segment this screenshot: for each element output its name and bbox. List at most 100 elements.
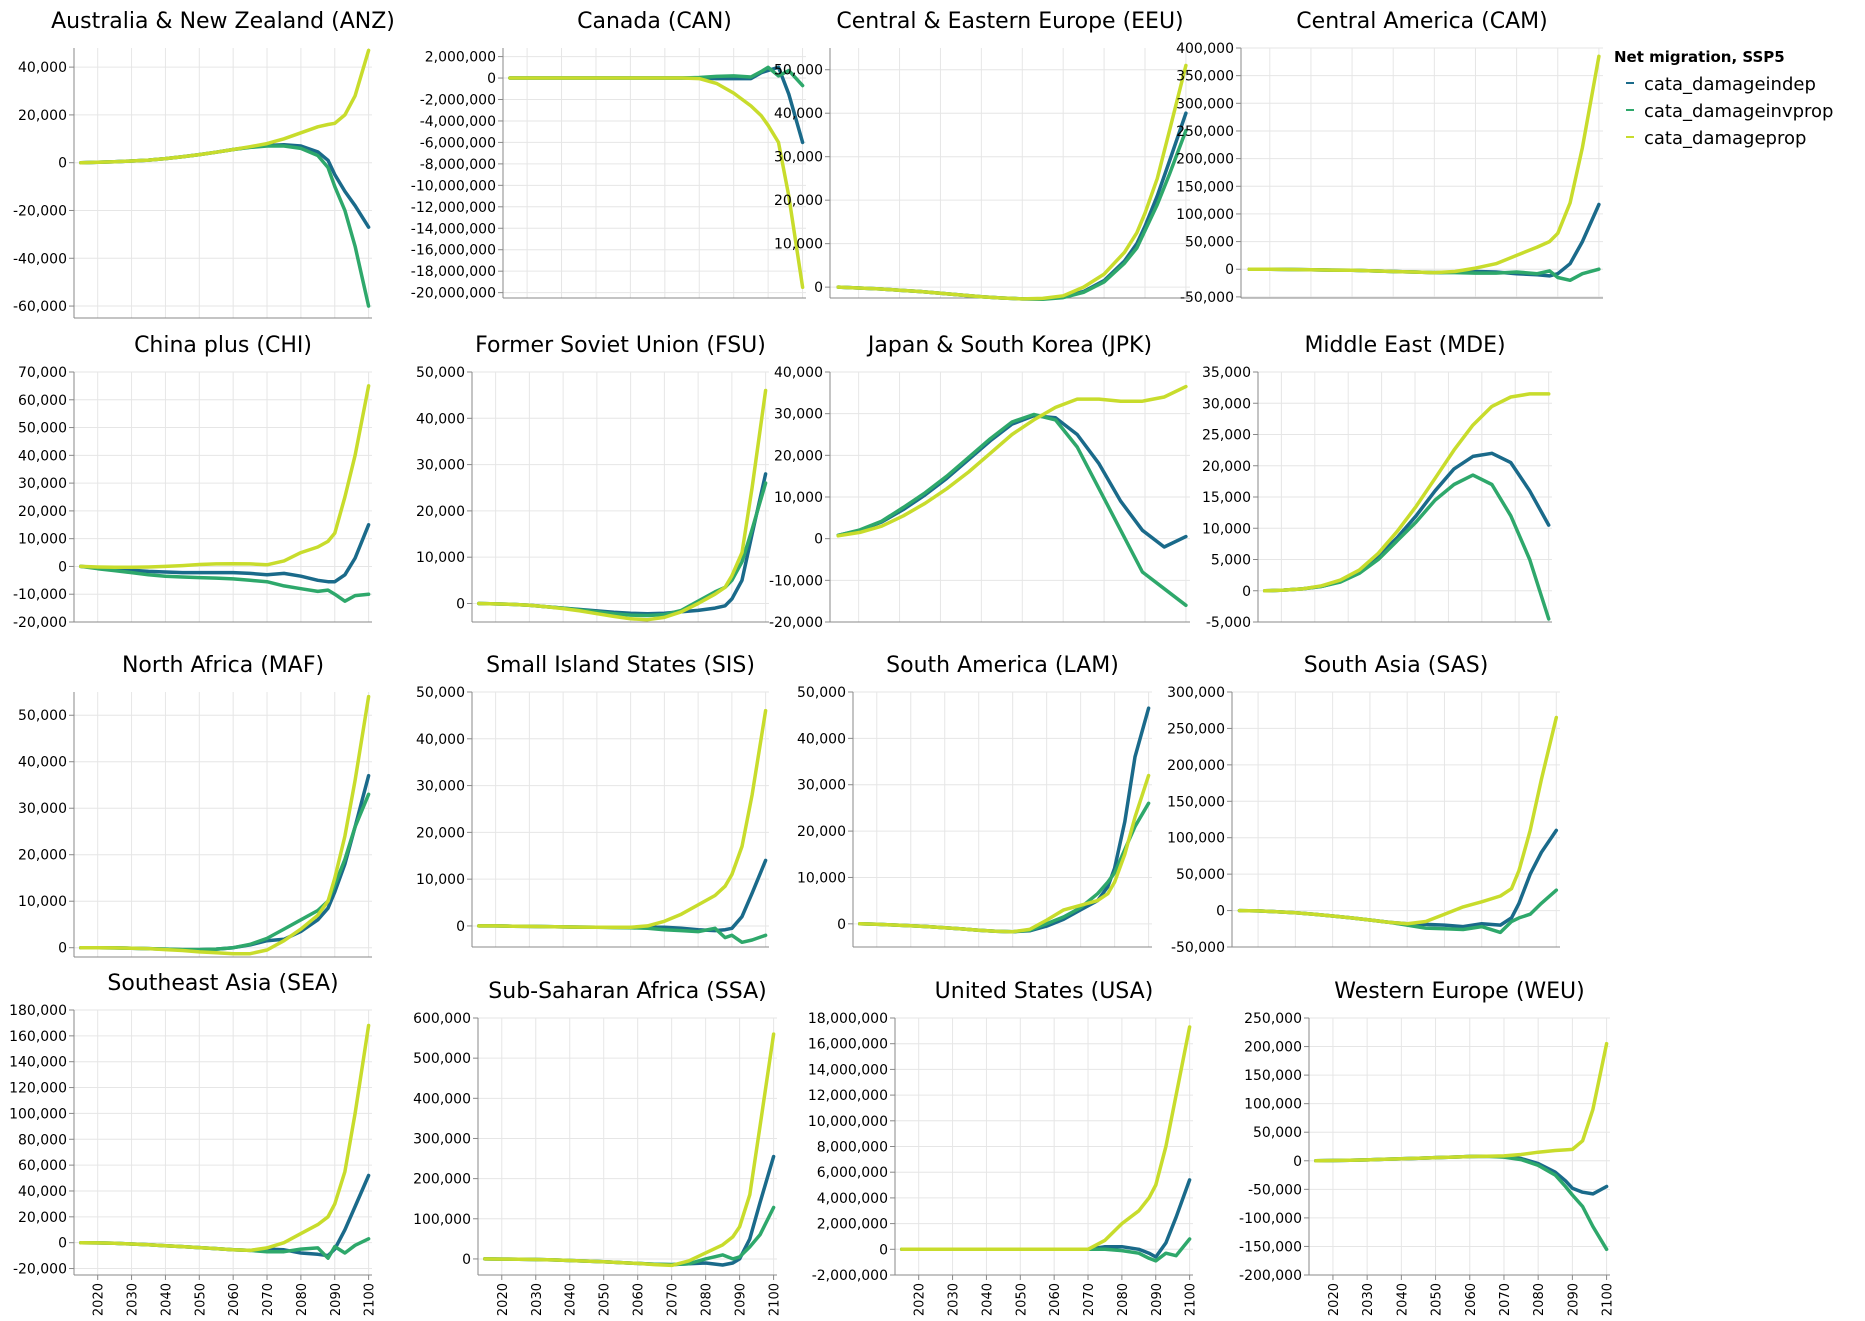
- y-tick-label: 50,000: [416, 365, 465, 381]
- legend-label: cata_damageindep: [1644, 74, 1816, 95]
- y-tick-label: 0: [487, 71, 496, 87]
- series-line: [477, 481, 768, 618]
- panel: Southeast Asia (SEA) 180,000 160,000 140,00…: [9, 971, 378, 1316]
- panel-title: South America (LAM): [886, 653, 1119, 678]
- legend-item: cata_damageprop: [1626, 128, 1806, 149]
- series-line: [1247, 54, 1601, 275]
- y-tick-label: 12,000,000: [808, 1088, 888, 1104]
- x-tick-label: 2020: [92, 1283, 107, 1316]
- x-tick-label: 2020: [913, 1283, 928, 1316]
- panel-title: North Africa (MAF): [122, 653, 324, 678]
- y-tick-label: 0: [456, 596, 465, 612]
- panel: South America (LAM) 50,000 40,000 30,000 20,…: [797, 653, 1152, 948]
- series-line: [900, 1025, 1192, 1252]
- y-tick-label: 40,000: [416, 732, 465, 748]
- x-tick-label: 2040: [564, 1283, 579, 1316]
- x-tick-label: 2090: [734, 1283, 749, 1316]
- series-line: [79, 144, 371, 308]
- y-tick-label: 120,000: [9, 1081, 67, 1097]
- y-tick-label: -14,000,000: [411, 221, 496, 237]
- y-tick-label: 2,000,000: [817, 1217, 888, 1233]
- y-tick-label: 300,000: [1176, 96, 1234, 112]
- x-tick-label: 2090: [329, 1283, 344, 1316]
- panel: Former Soviet Union (FSU) 50,000 40,000 30,…: [416, 333, 769, 623]
- y-tick-label: 25,000: [1202, 428, 1251, 444]
- y-tick-label: -50,000: [1171, 940, 1225, 956]
- y-tick-label: 0: [814, 532, 823, 548]
- series-line: [483, 1205, 776, 1267]
- y-tick-label: -40,000: [13, 251, 67, 267]
- y-tick-label: 20,000: [416, 825, 465, 841]
- legend-item: cata_damageinvprop: [1626, 101, 1833, 122]
- y-tick-label: 100,000: [1244, 1097, 1302, 1113]
- y-tick-label: 50,000: [797, 685, 846, 701]
- panel: China plus (CHI) 70,000 60,000 50,000 40,000…: [13, 333, 372, 631]
- y-tick-label: 0: [1225, 262, 1234, 278]
- y-tick-label: 40,000: [18, 448, 67, 464]
- y-tick-label: -8,000,000: [420, 157, 496, 173]
- panel: Central & Eastern Europe (EEU) 50,000 40,0…: [774, 9, 1190, 302]
- y-tick-label: 30,000: [18, 801, 67, 817]
- y-tick-label: 0: [1242, 584, 1251, 600]
- x-tick-label: 2090: [1566, 1283, 1581, 1316]
- x-tick-label: 2050: [193, 1283, 208, 1316]
- y-tick-label: 100,000: [413, 1212, 471, 1228]
- y-tick-label: 10,000: [797, 870, 846, 886]
- y-tick-label: 100,000: [9, 1106, 67, 1122]
- panel-title: South Asia (SAS): [1304, 653, 1489, 678]
- y-tick-label: 40,000: [18, 755, 67, 771]
- y-tick-label: -20,000: [13, 203, 67, 219]
- y-tick-label: 80,000: [18, 1132, 67, 1148]
- y-tick-label: 20,000: [18, 848, 67, 864]
- legend-item: cata_damageindep: [1626, 74, 1816, 95]
- y-tick-label: 40,000: [774, 365, 823, 381]
- series-line: [836, 384, 1188, 538]
- panel-title: Sub-Saharan Africa (SSA): [488, 979, 766, 1004]
- panel: Japan & South Korea (JPK) 40,000 30,000 20,…: [769, 333, 1190, 631]
- series-line: [900, 1178, 1192, 1259]
- x-tick-label: 2070: [1082, 1283, 1097, 1316]
- y-tick-label: 160,000: [9, 1029, 67, 1045]
- panel-title: United States (USA): [935, 979, 1154, 1004]
- y-tick-label: 20,000: [797, 824, 846, 840]
- y-tick-label: 300,000: [1167, 685, 1225, 701]
- x-tick-label: 2080: [1532, 1283, 1547, 1316]
- y-tick-label: 20,000: [774, 193, 823, 209]
- y-tick-label: 0: [879, 1242, 888, 1258]
- panel-title: Southeast Asia (SEA): [107, 971, 338, 996]
- series-line: [836, 128, 1188, 302]
- y-tick-label: 60,000: [18, 1158, 67, 1174]
- y-tick-label: 500,000: [413, 1051, 471, 1067]
- legend: Net migration, SSP5 cata_damageindep cat…: [1614, 48, 1833, 149]
- y-tick-label: -20,000,000: [411, 286, 496, 302]
- panel: North Africa (MAF) 50,000 40,000 30,000 20,0…: [18, 653, 372, 958]
- series-line: [79, 694, 371, 956]
- y-tick-label: -20,000: [769, 615, 823, 631]
- y-tick-label: 250,000: [1167, 721, 1225, 737]
- y-tick-label: 50,000: [1176, 867, 1225, 883]
- panel: Australia & New Zealand (ANZ) 40,000 20,00…: [13, 9, 395, 319]
- panel-title: Former Soviet Union (FSU): [475, 333, 766, 358]
- panel: United States (USA) 18,000,000 16,000,000 1…: [808, 979, 1199, 1316]
- y-tick-label: 10,000,000: [808, 1114, 888, 1130]
- panel-title: Australia & New Zealand (ANZ): [51, 9, 395, 34]
- y-tick-label: 5,000: [1211, 553, 1251, 569]
- y-tick-label: 10,000: [1202, 521, 1251, 537]
- y-tick-label: 40,000: [797, 731, 846, 747]
- y-tick-label: 100,000: [1176, 207, 1234, 223]
- y-tick-label: -4,000,000: [420, 114, 496, 130]
- x-tick-label: 2050: [598, 1283, 613, 1316]
- y-tick-label: 10,000: [18, 894, 67, 910]
- y-tick-label: 30,000: [416, 779, 465, 795]
- y-tick-label: 10,000: [774, 237, 823, 253]
- x-tick-label: 2060: [1464, 1283, 1479, 1316]
- series-line: [836, 63, 1188, 301]
- series-line: [1262, 392, 1551, 593]
- y-tick-label: 0: [837, 917, 846, 933]
- x-tick-label: 2030: [126, 1283, 141, 1316]
- series-line: [477, 858, 768, 933]
- y-tick-label: 40,000: [416, 411, 465, 427]
- x-tick-label: 2020: [1327, 1283, 1342, 1316]
- x-tick-label: 2020: [496, 1283, 511, 1316]
- x-tick-label: 2100: [768, 1283, 783, 1316]
